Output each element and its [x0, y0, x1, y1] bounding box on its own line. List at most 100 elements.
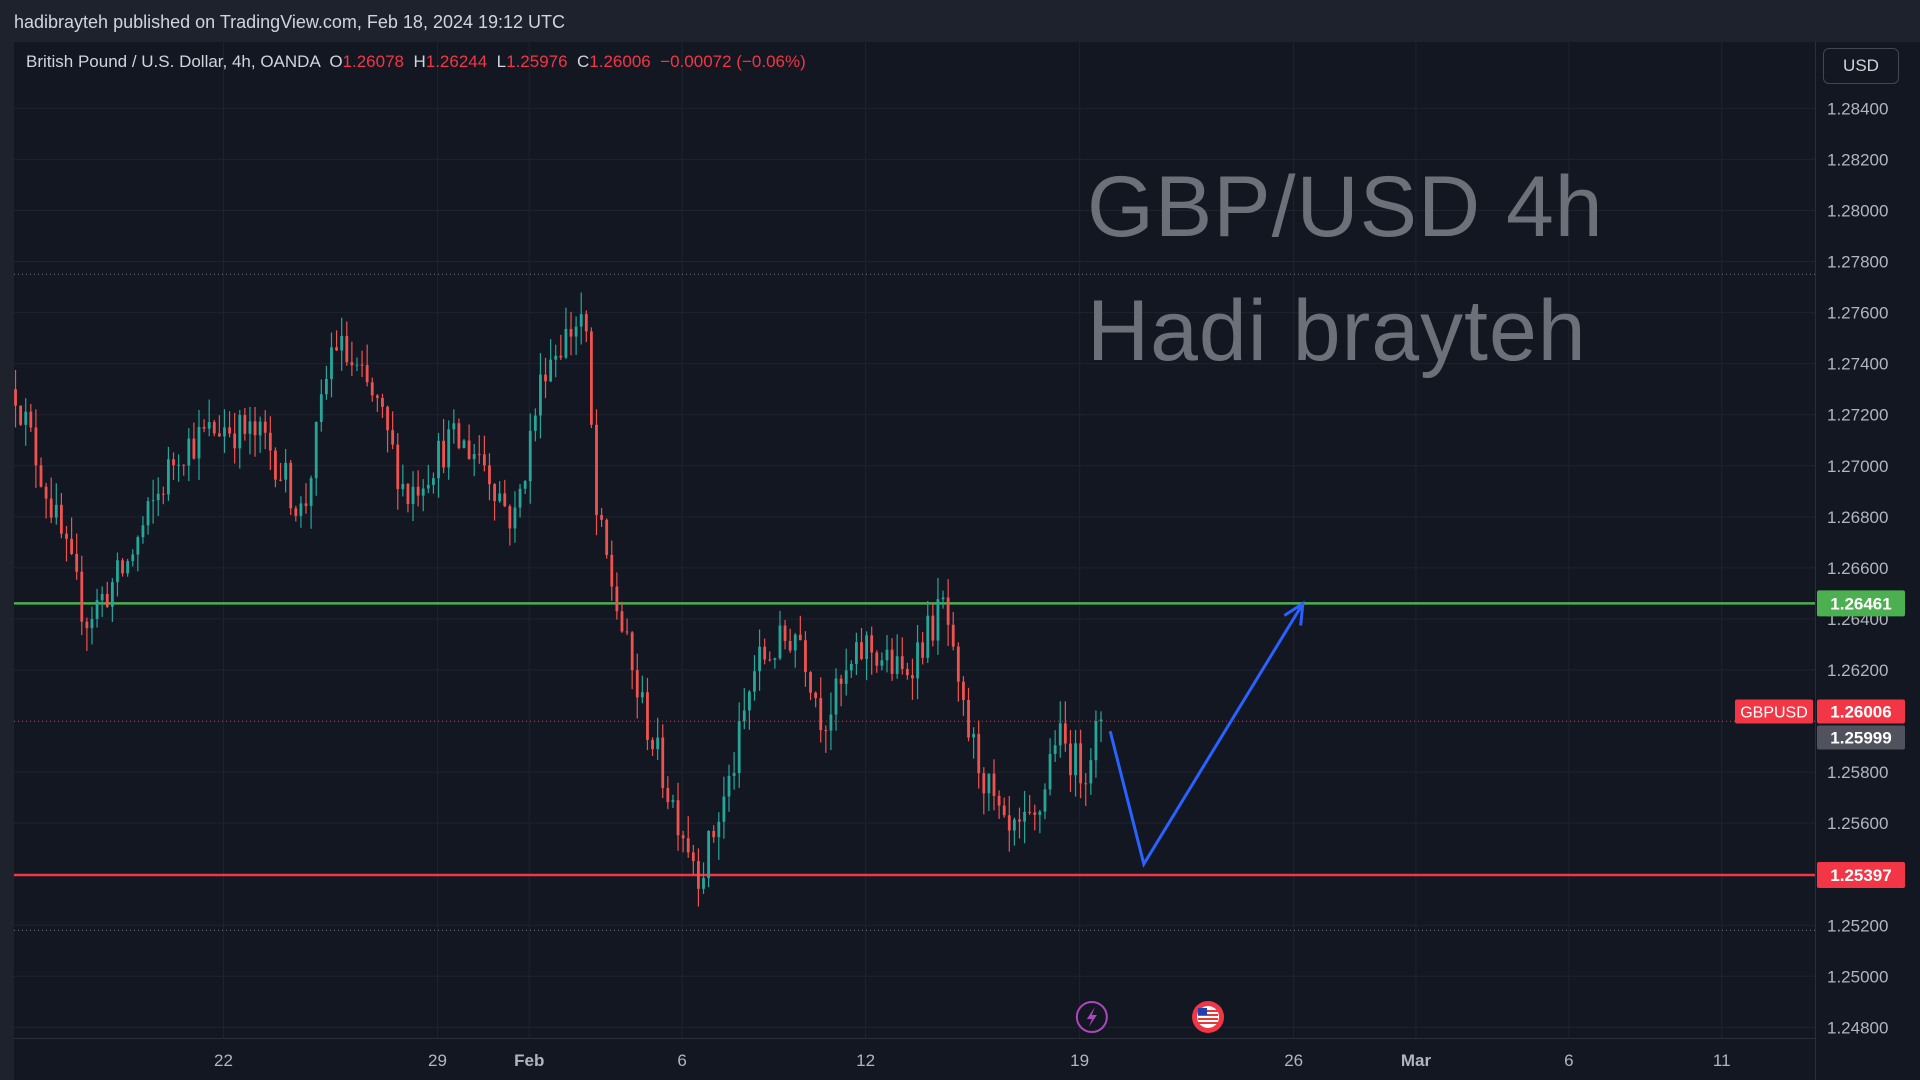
candle-body [707, 830, 711, 879]
candle-body [635, 670, 639, 698]
lightning-bolt-icon [1086, 1007, 1097, 1027]
open-label: O [329, 52, 343, 71]
high-label: H [413, 52, 426, 71]
candle-body [834, 678, 838, 715]
grid-lines [14, 42, 1816, 1080]
resistance-price-tag [1817, 590, 1905, 617]
candle-body [1028, 811, 1032, 813]
candle-body [763, 646, 767, 660]
candle-body [732, 773, 736, 776]
candle-body [849, 663, 853, 671]
us-flag-stripe-icon [1198, 1018, 1219, 1020]
time-axis-labels: 22 29 Feb 6 12 19 26 Mar 6 11 [214, 1051, 1731, 1070]
price-tags: 1.26461 1.25397 GBPUSD 1.26006 1.25999 [1735, 590, 1905, 888]
candle-body [656, 737, 660, 750]
candle-body [1079, 743, 1083, 784]
candle-body [426, 484, 430, 489]
candle-body [691, 852, 695, 862]
candle-body [523, 481, 527, 489]
candle-body [136, 537, 140, 555]
price-tick-label: 1.27800 [1827, 253, 1888, 272]
candle-body [574, 326, 578, 337]
projection-arrowhead [1283, 600, 1305, 626]
candle-body [416, 486, 420, 496]
change-value: −0.00072 (−0.06%) [660, 52, 806, 71]
candle-body [686, 838, 690, 853]
price-tick-label: 1.28000 [1827, 201, 1888, 220]
candle-body [187, 438, 191, 466]
candle-body [747, 691, 751, 711]
candle-body [324, 378, 328, 395]
candle-body [1033, 812, 1037, 815]
candle-body [370, 382, 374, 396]
price-tick-label: 1.25800 [1827, 763, 1888, 782]
candle-body [819, 698, 823, 731]
candle-body [544, 374, 547, 382]
candle-body [365, 365, 369, 383]
us-flag-stripe-icon [1198, 1022, 1219, 1024]
candle-body [268, 432, 272, 451]
time-axis[interactable] [14, 1038, 1815, 1080]
candle-body [432, 478, 435, 485]
close-value: 1.26006 [589, 52, 651, 71]
price-tick-label: 1.24800 [1827, 1018, 1888, 1037]
candle-body [962, 681, 965, 701]
candle-body [167, 459, 170, 495]
candle-body [243, 414, 247, 434]
candle-body [1074, 743, 1077, 776]
candle-body [212, 422, 216, 434]
candle-body [946, 597, 950, 625]
candle-body [666, 788, 670, 803]
candle-body [793, 634, 797, 651]
us-flag-stripe-icon [1198, 1010, 1219, 1012]
candle-body [676, 800, 680, 836]
last-price-label: 1.25999 [1830, 729, 1891, 748]
candle-body [722, 796, 726, 822]
candle-body [589, 331, 593, 425]
candle-body [895, 656, 899, 674]
candle-body [105, 593, 109, 607]
candle-body [442, 440, 446, 468]
candle-body [508, 506, 512, 529]
time-tick-label: 26 [1284, 1051, 1303, 1070]
candle-body [788, 640, 792, 651]
candle-body [646, 692, 649, 740]
candle-body [564, 328, 568, 358]
last-price-tag [1817, 725, 1905, 750]
candle-body [926, 615, 930, 658]
projection-arrow [1108, 600, 1305, 868]
current-price-tag [1817, 699, 1905, 724]
candle-body [401, 484, 405, 490]
candle-body [865, 635, 868, 660]
candle-body [34, 427, 38, 466]
candle-body [758, 646, 761, 672]
candle-body [44, 486, 48, 499]
support-price-label: 1.25397 [1830, 866, 1891, 885]
candle-body [931, 615, 935, 641]
candle-body [335, 347, 338, 351]
candle-body [595, 424, 598, 515]
candle-body [345, 336, 349, 363]
candle-body [314, 422, 318, 479]
candle-body [870, 635, 874, 653]
price-tick-label: 1.25200 [1827, 916, 1888, 935]
candle-body [294, 508, 298, 516]
time-tick-label: Mar [1401, 1051, 1432, 1070]
currency-button[interactable]: USD [1823, 48, 1899, 84]
candle-body [319, 394, 323, 423]
price-tick-label: 1.27000 [1827, 457, 1888, 476]
price-tick-label: 1.27200 [1827, 406, 1888, 425]
candle-body [742, 710, 746, 722]
candle-body [783, 625, 787, 641]
candle-body [411, 486, 415, 505]
candle-body [518, 488, 522, 508]
chart-area[interactable] [14, 42, 1815, 1058]
candle-body [177, 464, 181, 466]
candle-body [1038, 811, 1042, 815]
time-tick-label: 29 [428, 1051, 447, 1070]
low-label: L [496, 52, 507, 71]
candle-body [29, 411, 33, 428]
candle-body [274, 450, 277, 480]
price-axis[interactable] [1815, 42, 1920, 1080]
